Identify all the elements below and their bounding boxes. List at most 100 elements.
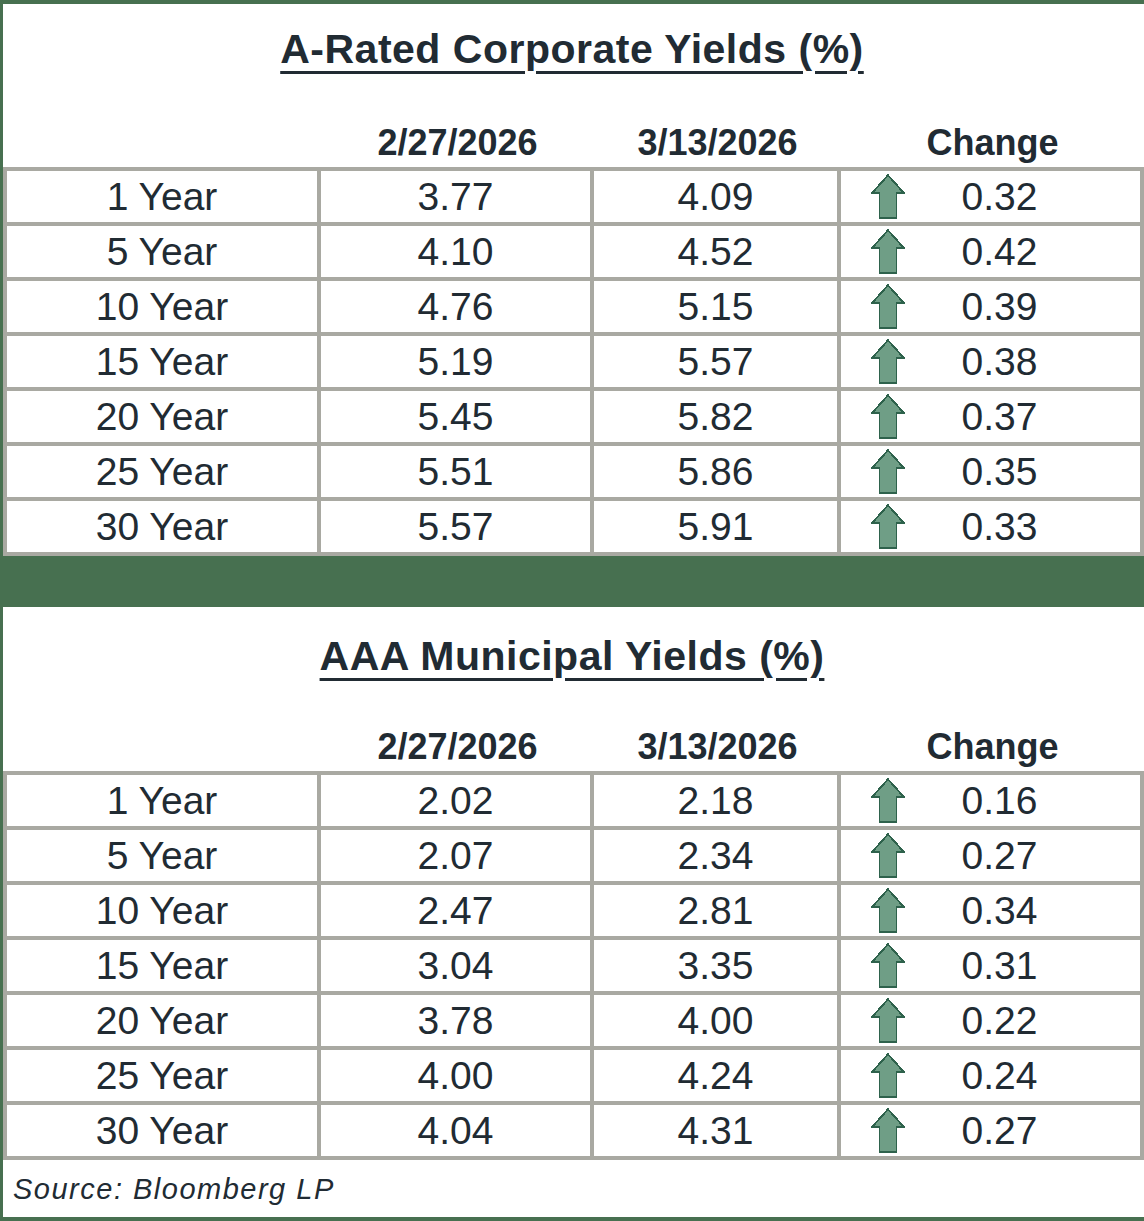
maturity-label: 10 Year: [7, 281, 321, 336]
up-arrow-icon: [871, 888, 905, 933]
corporate-title-area: A-Rated Corporate Yields (%) 2/27/2026 3…: [0, 4, 1144, 167]
prev-yield: 5.51: [321, 446, 594, 501]
prev-yield: 4.10: [321, 226, 594, 281]
column-header-date-prev: 2/27/2026: [321, 121, 594, 165]
change-value: 0.42: [905, 230, 1094, 274]
change-cell: 0.37: [841, 391, 1144, 446]
curr-yield: 5.57: [594, 336, 841, 391]
change-cell: 0.27: [841, 830, 1144, 885]
up-arrow-icon: [871, 504, 905, 549]
curr-yield: 4.24: [594, 1050, 841, 1105]
change-value: 0.33: [905, 505, 1094, 549]
curr-yield: 3.35: [594, 940, 841, 995]
maturity-label: 10 Year: [7, 885, 321, 940]
change-cell: 0.34: [841, 885, 1144, 940]
prev-yield: 3.78: [321, 995, 594, 1050]
curr-yield: 4.09: [594, 171, 841, 226]
column-header-date-curr: 3/13/2026: [594, 725, 841, 769]
prev-yield: 4.04: [321, 1105, 594, 1160]
maturity-label: 20 Year: [7, 391, 321, 446]
maturity-label: 15 Year: [7, 940, 321, 995]
maturity-label: 25 Year: [7, 446, 321, 501]
up-arrow-icon: [871, 778, 905, 823]
curr-yield: 4.52: [594, 226, 841, 281]
curr-yield: 2.18: [594, 775, 841, 830]
prev-yield: 2.07: [321, 830, 594, 885]
column-headers: 2/27/2026 3/13/2026 Change: [0, 121, 1144, 167]
top-green-bar: [0, 0, 1144, 4]
up-arrow-icon: [871, 1053, 905, 1098]
prev-yield: 5.19: [321, 336, 594, 391]
curr-yield: 5.86: [594, 446, 841, 501]
up-arrow-icon: [871, 1108, 905, 1153]
column-header-blank: [0, 725, 321, 769]
change-value: 0.27: [905, 834, 1094, 878]
change-value: 0.24: [905, 1054, 1094, 1098]
curr-yield: 5.82: [594, 391, 841, 446]
column-header-date-curr: 3/13/2026: [594, 121, 841, 165]
maturity-label: 30 Year: [7, 1105, 321, 1160]
source-note: Source: Bloomberg LP: [3, 1173, 335, 1206]
change-cell: 0.38: [841, 336, 1144, 391]
prev-yield: 3.04: [321, 940, 594, 995]
change-value: 0.35: [905, 450, 1094, 494]
up-arrow-icon: [871, 998, 905, 1043]
corporate-data-grid: 1 Year 3.77 4.09 0.32 5 Year 4.10 4.52 0…: [3, 167, 1144, 556]
corporate-yields-table: A-Rated Corporate Yields (%) 2/27/2026 3…: [0, 4, 1144, 556]
up-arrow-icon: [871, 394, 905, 439]
change-value: 0.34: [905, 889, 1094, 933]
up-arrow-icon: [871, 229, 905, 274]
curr-yield: 4.31: [594, 1105, 841, 1160]
prev-yield: 4.76: [321, 281, 594, 336]
change-value: 0.22: [905, 999, 1094, 1043]
column-header-date-prev: 2/27/2026: [321, 725, 594, 769]
change-value: 0.27: [905, 1109, 1094, 1153]
up-arrow-icon: [871, 339, 905, 384]
municipal-data-grid: 1 Year 2.02 2.18 0.16 5 Year 2.07 2.34 0…: [3, 771, 1144, 1160]
prev-yield: 5.57: [321, 501, 594, 556]
change-value: 0.16: [905, 779, 1094, 823]
change-cell: 0.22: [841, 995, 1144, 1050]
prev-yield: 5.45: [321, 391, 594, 446]
maturity-label: 5 Year: [7, 830, 321, 885]
change-value: 0.32: [905, 175, 1094, 219]
change-cell: 0.24: [841, 1050, 1144, 1105]
curr-yield: 4.00: [594, 995, 841, 1050]
column-header-change: Change: [841, 121, 1144, 165]
divider-green-band: [0, 556, 1144, 607]
maturity-label: 1 Year: [7, 775, 321, 830]
maturity-label: 20 Year: [7, 995, 321, 1050]
source-row: Source: Bloomberg LP: [3, 1160, 1144, 1218]
change-cell: 0.32: [841, 171, 1144, 226]
curr-yield: 2.81: [594, 885, 841, 940]
municipal-yields-table: AAA Municipal Yields (%) 2/27/2026 3/13/…: [0, 607, 1144, 1160]
prev-yield: 2.47: [321, 885, 594, 940]
table-title: AAA Municipal Yields (%): [0, 633, 1144, 680]
up-arrow-icon: [871, 943, 905, 988]
column-header-change: Change: [841, 725, 1144, 769]
change-cell: 0.39: [841, 281, 1144, 336]
curr-yield: 5.91: [594, 501, 841, 556]
maturity-label: 5 Year: [7, 226, 321, 281]
change-cell: 0.35: [841, 446, 1144, 501]
curr-yield: 5.15: [594, 281, 841, 336]
maturity-label: 15 Year: [7, 336, 321, 391]
maturity-label: 1 Year: [7, 171, 321, 226]
change-value: 0.37: [905, 395, 1094, 439]
column-header-blank: [0, 121, 321, 165]
column-headers: 2/27/2026 3/13/2026 Change: [0, 725, 1144, 771]
prev-yield: 3.77: [321, 171, 594, 226]
up-arrow-icon: [871, 833, 905, 878]
maturity-label: 30 Year: [7, 501, 321, 556]
prev-yield: 4.00: [321, 1050, 594, 1105]
up-arrow-icon: [871, 449, 905, 494]
change-value: 0.31: [905, 944, 1094, 988]
up-arrow-icon: [871, 174, 905, 219]
up-arrow-icon: [871, 284, 905, 329]
change-cell: 0.33: [841, 501, 1144, 556]
table-title: A-Rated Corporate Yields (%): [0, 26, 1144, 73]
municipal-title-area: AAA Municipal Yields (%) 2/27/2026 3/13/…: [0, 607, 1144, 771]
prev-yield: 2.02: [321, 775, 594, 830]
bottom-green-bar: [0, 1217, 1144, 1221]
change-cell: 0.31: [841, 940, 1144, 995]
